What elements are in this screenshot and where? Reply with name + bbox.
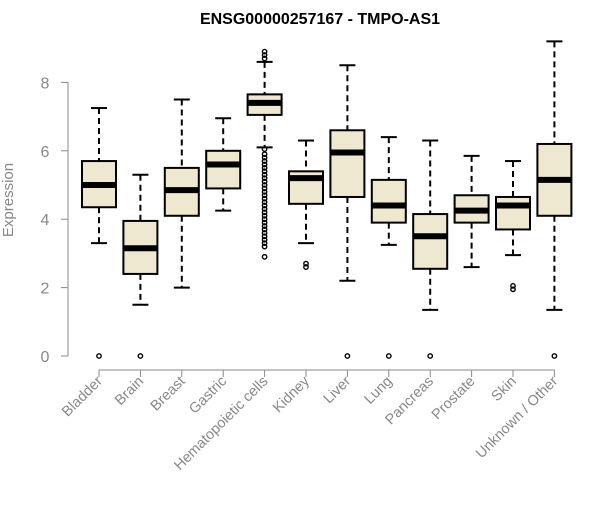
- outlier-point: [261, 216, 268, 223]
- outlier-point: [261, 223, 268, 229]
- outlier-point: [261, 243, 268, 250]
- outlier-point: [261, 168, 268, 175]
- outlier-point: [261, 212, 268, 219]
- y-tick-label: 6: [41, 144, 50, 161]
- box-group: [81, 40, 573, 359]
- iqr-box: [205, 149, 242, 190]
- x-tick-label: Breast: [148, 374, 189, 415]
- box-liver: [329, 64, 366, 359]
- outlier-point: [261, 206, 268, 212]
- outlier-point: [261, 202, 268, 209]
- outlier-point: [261, 171, 268, 178]
- outlier-point: [261, 175, 268, 182]
- y-axis-label: Expression: [0, 163, 17, 237]
- outlier-point: [385, 353, 392, 359]
- box-unknown-other: [536, 40, 573, 359]
- outlier-point: [261, 161, 268, 168]
- x-tick-label: Prostate: [429, 374, 478, 423]
- y-tick-label: 8: [41, 75, 50, 92]
- outlier-point: [261, 195, 268, 202]
- outlier-point: [261, 236, 268, 243]
- box-skin: [495, 160, 531, 293]
- x-tick-label: Lung: [361, 374, 395, 408]
- outlier-point: [261, 154, 268, 161]
- box-brain: [122, 173, 159, 359]
- outlier-point: [261, 199, 268, 206]
- iqr-box: [495, 195, 531, 231]
- outlier-point: [427, 353, 434, 359]
- outlier-point: [261, 178, 268, 185]
- outlier-point: [510, 286, 516, 293]
- y-tick-label: 2: [41, 281, 50, 298]
- outlier-point: [261, 146, 268, 152]
- outlier-point: [303, 264, 309, 270]
- outlier-point: [551, 353, 558, 359]
- outlier-point: [510, 282, 516, 289]
- box-prostate: [453, 154, 490, 269]
- outlier-point: [261, 226, 268, 233]
- x-tick-label: Brain: [112, 374, 147, 409]
- outlier-point: [261, 188, 268, 195]
- y-tick-label: 4: [41, 212, 50, 229]
- x-tick-label: Liver: [321, 373, 355, 407]
- outlier-point: [261, 229, 268, 236]
- iqr-box: [412, 213, 449, 270]
- outlier-point: [261, 240, 268, 247]
- outlier-point: [96, 353, 102, 359]
- outlier-point: [261, 52, 268, 58]
- outlier-point: [261, 164, 268, 171]
- outlier-point: [261, 158, 268, 164]
- y-tick-label: 0: [41, 349, 50, 366]
- box-bladder: [81, 107, 117, 359]
- outlier-point: [344, 353, 351, 359]
- box-gastric: [205, 117, 242, 212]
- box-lung: [370, 136, 407, 359]
- outlier-point: [261, 48, 268, 55]
- x-tick-label: Bladder: [59, 373, 106, 420]
- iqr-box: [329, 129, 366, 198]
- outlier-point: [137, 353, 144, 359]
- box-hematopoietic-cells: [246, 48, 283, 260]
- outlier-point: [261, 209, 268, 216]
- outlier-point: [261, 182, 268, 188]
- outlier-point: [261, 192, 268, 199]
- x-tick-label: Skin: [489, 374, 520, 405]
- outlier-point: [261, 253, 268, 260]
- iqr-box: [370, 178, 407, 224]
- x-tick-label: Kidney: [270, 373, 313, 416]
- outlier-point: [261, 151, 268, 158]
- box-pancreas: [412, 139, 449, 359]
- box-kidney: [288, 139, 324, 270]
- outlier-point: [261, 55, 268, 62]
- y-axis: 0 2 4 6 8: [41, 75, 69, 366]
- outlier-point: [261, 219, 268, 226]
- outlier-point: [303, 260, 309, 267]
- chart-title: ENSG00000257167 - TMPO-AS1: [200, 11, 440, 28]
- outlier-point: [261, 185, 268, 192]
- outlier-point: [261, 233, 268, 240]
- box-breast: [163, 98, 200, 289]
